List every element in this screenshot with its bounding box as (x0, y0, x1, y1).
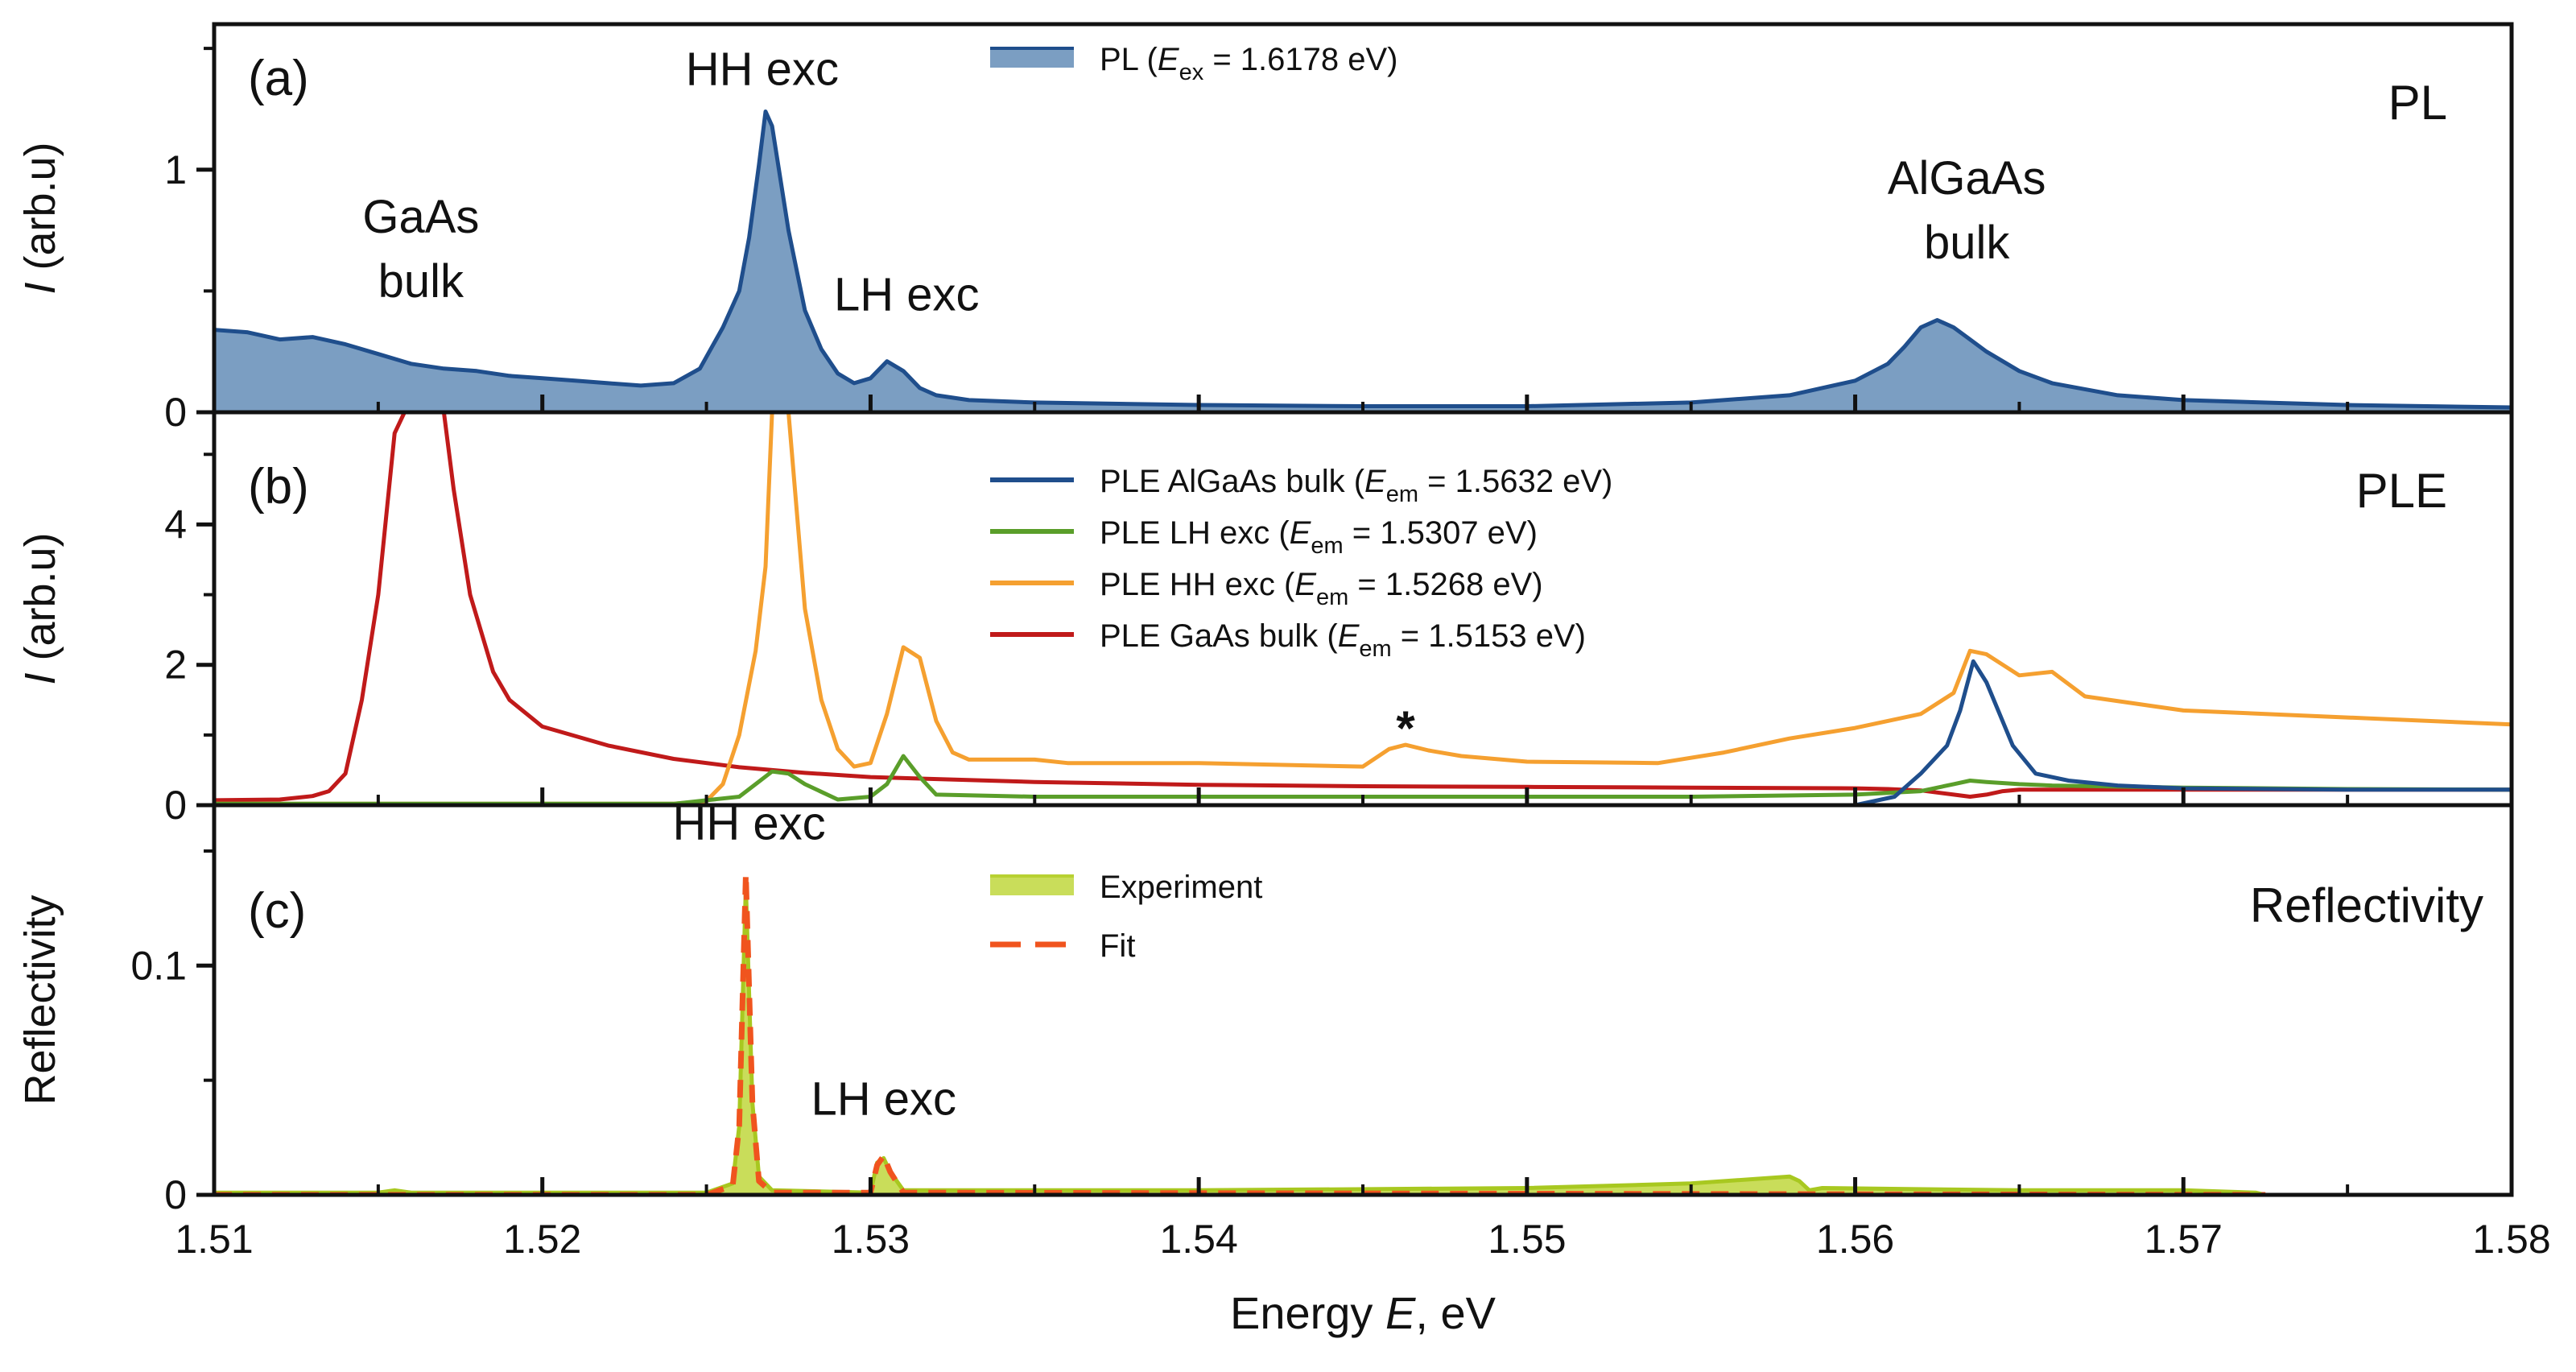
y-tick-label-a: 1 (164, 147, 187, 192)
annotation-b-0: * (1396, 701, 1415, 755)
x-tick-label: 1.58 (2472, 1217, 2550, 1262)
legend-label-c: Experiment (1100, 870, 1262, 905)
panel-title-c: Reflectivity (2250, 878, 2483, 932)
panel-tag-c: (c) (248, 883, 306, 939)
x-tick-label: 1.54 (1159, 1217, 1237, 1262)
x-tick-label: 1.56 (1816, 1217, 1894, 1262)
series-line-fit (214, 870, 2266, 1195)
annotation-c-0: HH exc (672, 798, 825, 850)
y-tick-label-a: 0 (164, 390, 187, 435)
panel-a-series (214, 110, 2512, 412)
legend-item-b: PLE LH exc (Eem = 1.5307 eV) (990, 515, 1538, 559)
y-tick-label-b: 2 (164, 643, 187, 688)
series-area-pl (214, 111, 2512, 412)
y-axis-label-c: Reflectivity (16, 895, 64, 1105)
panel-b: 0 2 4 I (arb.u) (b) PLE * PLE AlGaAs bulk (Eem … (16, 410, 2514, 828)
annotation-a-0: bulk (378, 255, 464, 308)
series-line-ple-gaas-bulk (214, 412, 2512, 803)
series-line-ple-lh-exc (214, 754, 2512, 805)
x-axis: 1.51 1.52 1.53 1.54 1.55 1.56 1.57 1.58 Energy E… (175, 395, 2551, 1338)
x-tick-label: 1.51 (175, 1217, 253, 1262)
panel-a: 0 1 I (arb.u) (a) PL GaAs bulk HH exc LH exc AlGa… (16, 22, 2514, 435)
x-tick-label: 1.52 (503, 1217, 581, 1262)
legend-item-c: Fit (990, 928, 1135, 964)
legend-label-b: PLE LH exc (Eem = 1.5307 eV) (1100, 515, 1538, 559)
x-tick-label: 1.55 (1488, 1217, 1566, 1262)
legend-label-b: PLE HH exc (Eem = 1.5268 eV) (1100, 567, 1543, 610)
x-tick-label: 1.53 (832, 1217, 910, 1262)
legend-item-b: PLE HH exc (Eem = 1.5268 eV) (990, 567, 1543, 610)
legend-item-c: Experiment (990, 870, 1262, 905)
annotation-a-3: AlGaAs (1888, 152, 2046, 205)
panel-tag-b: (b) (248, 459, 309, 514)
legend-item-b: PLE GaAs bulk (Eem = 1.5153 eV) (990, 618, 1586, 662)
panel-c-series (214, 870, 2266, 1195)
legend-label-c: Fit (1100, 928, 1135, 964)
y-axis-label-a: I (arb.u) (16, 142, 64, 294)
panel-title-b: PLE (2356, 464, 2447, 518)
legend-label-b: PLE AlGaAs bulk (Eem = 1.5632 eV) (1100, 464, 1612, 507)
y-axis-label-b: I (arb.u) (16, 532, 64, 684)
y-tick-label-c: 0.1 (130, 943, 187, 988)
panel-tag-a: (a) (248, 51, 309, 106)
panel-b-series (214, 412, 2512, 805)
annotation-a-3: bulk (1924, 217, 2010, 269)
legend-item-b: PLE AlGaAs bulk (Eem = 1.5632 eV) (990, 464, 1612, 507)
annotation-a-2: LH exc (834, 268, 980, 320)
legend-swatch-a (990, 48, 1074, 68)
legend-label-b: PLE GaAs bulk (Eem = 1.5153 eV) (1100, 618, 1586, 662)
series-line-ple-algaas-bulk (214, 659, 2512, 805)
panel-title-a: PL (2388, 76, 2447, 130)
y-tick-label-b: 4 (164, 502, 187, 547)
annotation-a-1: HH exc (686, 43, 839, 95)
legend-item-a: PL (Eex = 1.6178 eV) (990, 42, 1398, 85)
panel-c: 0 0.1 Reflectivity (c) Reflectivity HH exc LH … (16, 798, 2514, 1217)
annotation-a-0: GaAs (362, 191, 479, 243)
panels-layer: 0 1 I (arb.u) (a) PL GaAs bulk HH exc LH exc AlGa… (16, 22, 2514, 1217)
series-line-pl (214, 110, 2512, 410)
annotation-c-1: LH exc (811, 1072, 956, 1125)
series-line-ple-hh-exc (214, 412, 2512, 805)
x-tick-label: 1.57 (2145, 1217, 2223, 1262)
x-axis-label: Energy E, eV (1230, 1287, 1496, 1338)
legend-label-a: PL (Eex = 1.6178 eV) (1100, 42, 1398, 85)
y-tick-label-c: 0 (164, 1172, 187, 1217)
legend-swatch-c (990, 876, 1074, 895)
y-tick-label-b: 0 (164, 783, 187, 828)
